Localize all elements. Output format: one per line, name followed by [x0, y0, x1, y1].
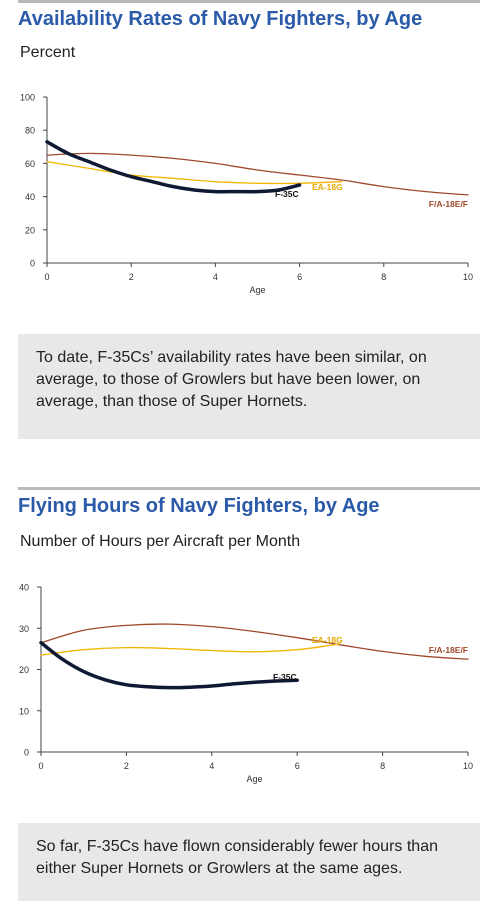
chart-title: Flying Hours of Navy Fighters, by Age [18, 495, 380, 517]
x-tick-label: 2 [124, 761, 129, 771]
flying-hours-section: Flying Hours of Navy Fighters, by Age Nu… [0, 487, 500, 915]
series-line-ea-18g [46, 161, 343, 185]
x-tick-label: 10 [463, 272, 473, 282]
y-tick-label: 80 [25, 126, 35, 136]
y-tick-label: 40 [19, 583, 29, 593]
y-tick-label: 100 [20, 93, 35, 103]
series-label: EA-18G [312, 635, 343, 645]
x-tick-label: 4 [213, 272, 218, 282]
y-tick-label: 0 [24, 748, 29, 758]
x-axis-label: Age [249, 285, 265, 295]
x-tick-label: 4 [209, 761, 214, 771]
x-tick-label: 6 [295, 761, 300, 771]
chart-note: So far, F-35Cs have flown considerably f… [18, 823, 480, 901]
chart-note: To date, F-35Cs’ availability rates have… [18, 334, 480, 439]
x-tick-label: 0 [38, 761, 43, 771]
y-tick-label: 20 [19, 665, 29, 675]
series-label: F-35C [273, 672, 297, 682]
x-tick-label: 0 [44, 272, 49, 282]
series-line-ea-18g [40, 643, 341, 656]
x-tick-label: 8 [380, 761, 385, 771]
y-tick-label: 0 [30, 259, 35, 269]
series-line-f-35c [39, 640, 299, 690]
x-tick-label: 2 [129, 272, 134, 282]
x-tick-label: 8 [381, 272, 386, 282]
y-tick-label: 10 [19, 706, 29, 716]
availability-chart: 0 20 40 60 80 100 0 2 4 6 8 10 Age F-35C EA-18G F/A-18E… [20, 93, 473, 296]
series-label: F/A-18E/F [429, 199, 468, 209]
x-axis-label: Age [246, 774, 262, 784]
y-tick-label: 40 [25, 192, 35, 202]
series-line-f-a-18e-f [40, 623, 469, 660]
section-divider [18, 0, 480, 3]
section-divider [18, 487, 480, 490]
flying-hours-chart: 0 10 20 30 40 0 2 4 6 8 10 Age F-35C EA-18G F/A-18E/F [19, 583, 473, 785]
chart-subtitle: Percent [20, 44, 76, 61]
chart-subtitle: Number of Hours per Aircraft per Month [20, 533, 301, 550]
series-line-f-35c [45, 140, 302, 194]
y-tick-label: 30 [19, 624, 29, 634]
series-label: EA-18G [312, 182, 343, 192]
x-tick-label: 6 [297, 272, 302, 282]
series-label: F-35C [275, 189, 299, 199]
chart-title: Availability Rates of Navy Fighters, by … [18, 8, 423, 30]
series-label: F/A-18E/F [429, 645, 468, 655]
series-line-f-a-18e-f [46, 152, 469, 196]
availability-section: Availability Rates of Navy Fighters, by … [0, 0, 500, 450]
y-tick-label: 60 [25, 159, 35, 169]
y-tick-label: 20 [25, 225, 35, 235]
x-tick-label: 10 [463, 761, 473, 771]
